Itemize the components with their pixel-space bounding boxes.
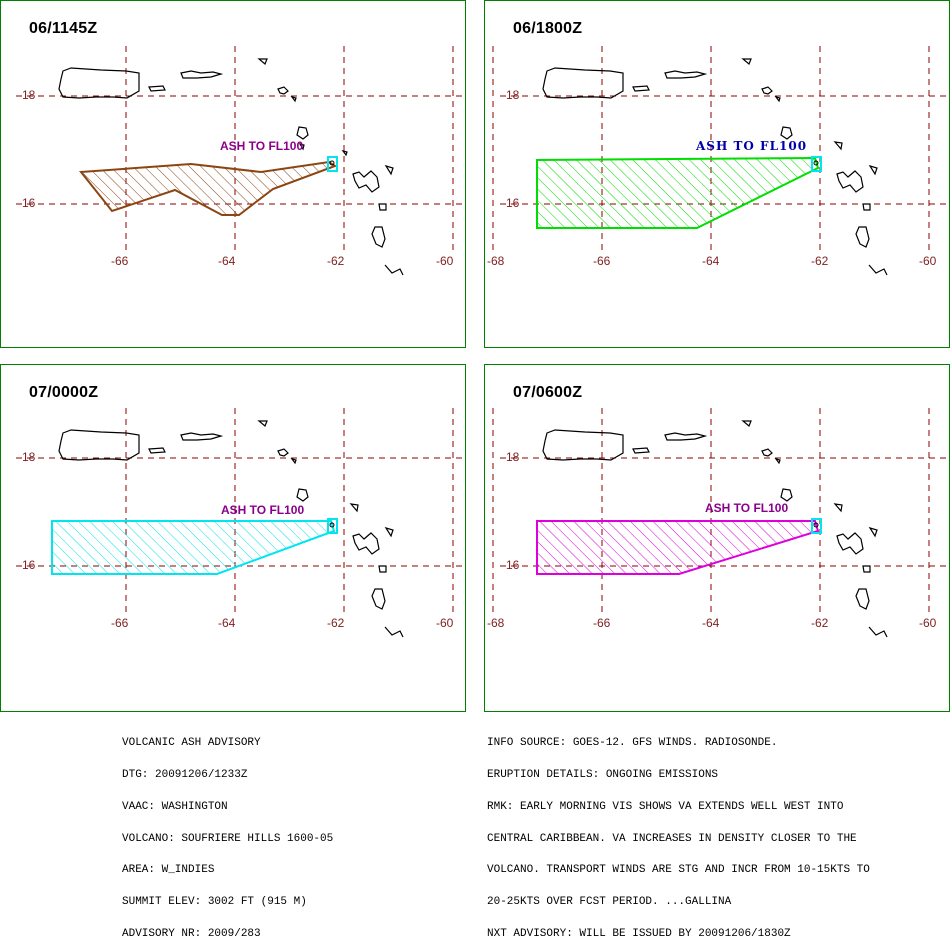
map-canvas-4: ASH TO FL100 18 16 -68 -66 -64 -62 -60 [487,408,949,638]
advisory-area: AREA: W_INDIES [122,864,215,877]
ash-label: ASH TO FL100 [705,501,788,515]
lon-label--60: -60 [919,254,937,268]
coastlines [542,58,888,276]
coastlines [58,58,404,276]
volcano-marker [327,156,338,172]
lon-label--60: -60 [436,616,454,630]
advisory-right: INFO SOURCE: GOES-12. GFS WINDS. RADIOSO… [487,717,870,950]
lon-label--60: -60 [919,616,937,630]
volcano-point [329,160,335,166]
lon-label--62: -62 [327,616,345,630]
advisory-volcano: VOLCANO: SOUFRIERE HILLS 1600-05 [122,832,334,845]
lon-label--66: -66 [111,616,129,630]
ash-label: ASH TO FL100 [221,503,304,517]
grid-lines [492,408,949,613]
lon-label--68: -68 [487,254,505,268]
map-canvas-2: ASH TO FL100 18 16 -68 -66 -64 -62 -60 [487,46,949,276]
volcano-marker [327,518,338,534]
ash-cloud-polygon [79,160,338,216]
advisory-left: VOLCANIC ASH ADVISORY DTG: 20091206/1233… [122,717,333,950]
lat-label-18: 18 [22,88,36,102]
lon-label--64: -64 [702,616,720,630]
advisory-remarks-line-1: RMK: EARLY MORNING VIS SHOWS VA EXTENDS … [487,800,844,813]
advisory-number: ADVISORY NR: 2009/283 [122,927,261,940]
advisory-summit-elev: SUMMIT ELEV: 3002 FT (915 M) [122,896,307,909]
panel-time-title: 06/1145Z [29,20,98,37]
ash-label: ASH TO FL100 [220,139,303,153]
lon-label--66: -66 [593,616,611,630]
advisory-dtg: DTG: 20091206/1233Z [122,768,248,781]
ash-cloud-polygon [51,520,336,575]
advisory-title: VOLCANIC ASH ADVISORY [122,737,261,750]
advisory-vaac: VAAC: WASHINGTON [122,800,228,813]
volcano-marker [811,518,822,534]
lon-label--62: -62 [811,254,829,268]
lon-label--64: -64 [702,254,720,268]
advisory-next: NXT ADVISORY: WILL BE ISSUED BY 20091206… [487,927,791,940]
coastlines [58,420,404,638]
map-panel-2: ASH TO FL100 18 16 -68 -66 -64 -62 -60 0… [484,0,950,348]
volcano-marker [811,156,822,172]
coastlines [542,420,888,638]
map-panel-4: ASH TO FL100 18 16 -68 -66 -64 -62 -60 0… [484,364,950,712]
advisory-eruption-details: ERUPTION DETAILS: ONGOING EMISSIONS [487,768,719,781]
advisory-remarks-line-2: CENTRAL CARIBBEAN. VA INCREASES IN DENSI… [487,832,857,845]
lon-label--68: -68 [487,616,505,630]
volcano-point [813,522,819,528]
panel-time-title: 07/0000Z [29,384,99,401]
volcano-point [329,522,335,528]
ash-cloud-polygon [536,520,820,575]
lon-label--64: -64 [218,616,236,630]
lon-label--66: -66 [593,254,611,268]
lat-label-18: 18 [506,450,520,464]
volcano-point [813,160,819,166]
lon-label--66: -66 [111,254,129,268]
advisory-info-source: INFO SOURCE: GOES-12. GFS WINDS. RADIOSO… [487,737,778,750]
lon-label--62: -62 [811,616,829,630]
lat-label-16: 16 [22,196,36,210]
lon-label--62: -62 [327,254,345,268]
map-canvas-1: ASH TO FL100 18 16 -66 -64 -62 -60 [16,46,465,276]
lat-label-16: 16 [506,196,520,210]
lon-label--64: -64 [218,254,236,268]
ash-label: ASH TO FL100 [695,139,807,153]
lat-label-16: 16 [22,558,36,572]
panel-time-title: 07/0600Z [513,384,583,401]
map-panel-3: ASH TO FL100 18 16 -66 -64 -62 -60 07/00… [0,364,466,712]
lon-label--60: -60 [436,254,454,268]
map-canvas-3: ASH TO FL100 18 16 -66 -64 -62 -60 [16,408,465,638]
ash-cloud-polygon [536,156,820,229]
map-panel-1: ASH TO FL100 18 16 -66 -64 -62 -60 06/11… [0,0,466,348]
panel-time-title: 06/1800Z [513,20,583,37]
advisory-remarks-line-3: VOLCANO. TRANSPORT WINDS ARE STG AND INC… [487,864,870,877]
lat-label-16: 16 [506,558,520,572]
lat-label-18: 18 [22,450,36,464]
lat-label-18: 18 [506,88,520,102]
advisory-remarks-line-4: 20-25KTS OVER FCST PERIOD. ...GALLINA [487,896,732,909]
